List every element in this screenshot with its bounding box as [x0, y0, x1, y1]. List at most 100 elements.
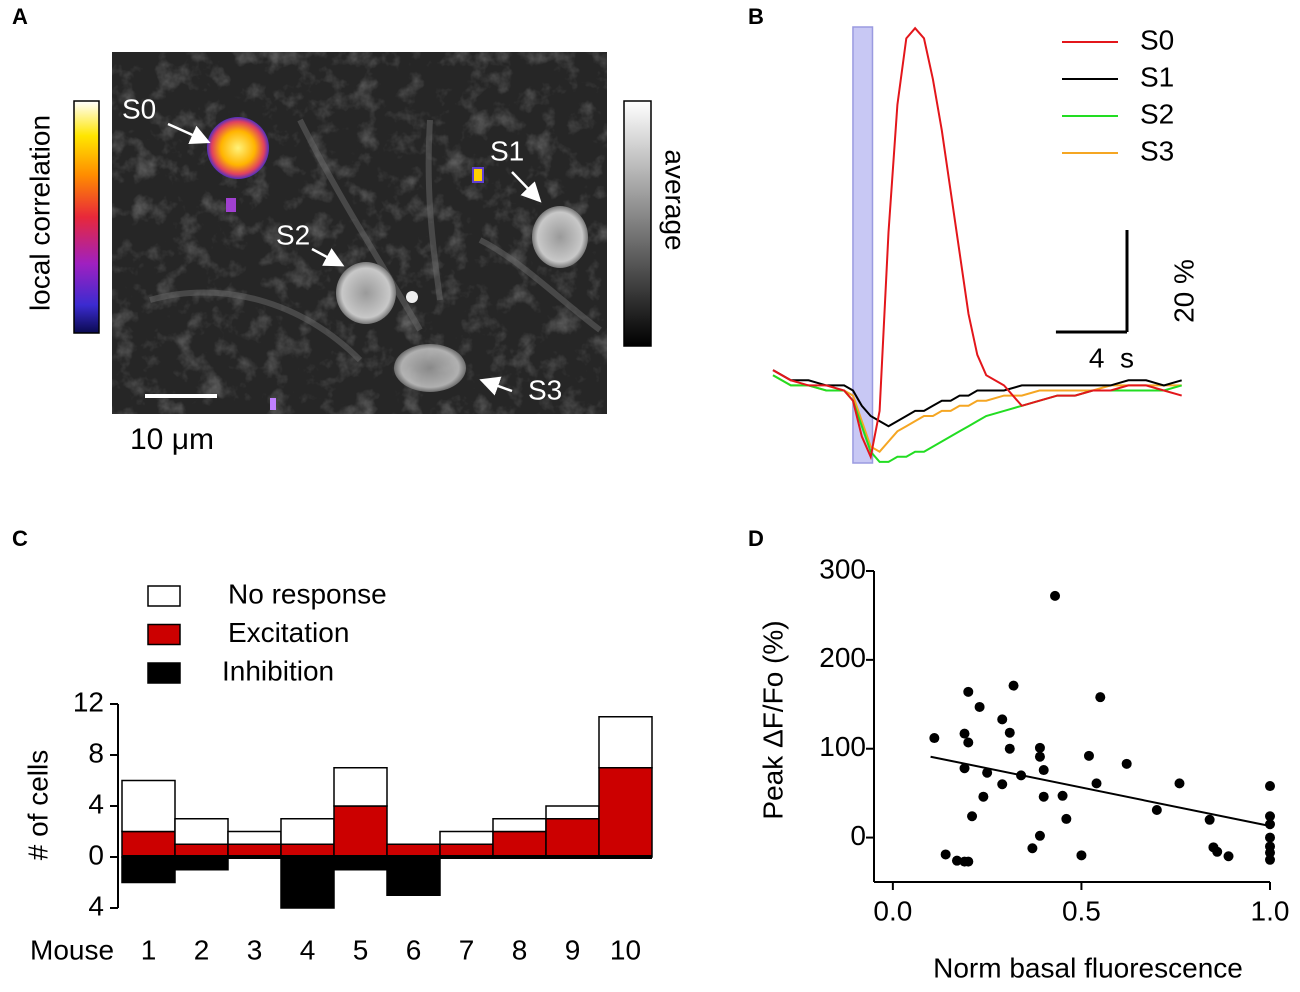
y-tick-label: 8 — [88, 737, 104, 768]
arrow — [511, 171, 542, 203]
panel-letter: A — [12, 4, 28, 29]
legend-swatch — [147, 662, 181, 684]
x-tick-label: 4 — [300, 934, 316, 965]
y-tick-label: 200 — [819, 642, 866, 673]
colorbar — [73, 100, 100, 334]
point — [1027, 843, 1038, 854]
point — [951, 855, 962, 866]
point — [1034, 742, 1045, 753]
point — [1212, 846, 1223, 857]
x-tick-label: 0.0 — [873, 895, 912, 926]
legend-label: S1 — [1140, 61, 1174, 92]
point — [1091, 778, 1102, 789]
point — [1265, 847, 1275, 858]
fit-line — [930, 755, 1271, 827]
colorbar — [623, 100, 652, 347]
cell-s2 — [336, 262, 396, 324]
y-tick-label: 0 — [88, 839, 104, 870]
arrow — [479, 376, 513, 396]
panel-letter: C — [12, 526, 28, 551]
point — [1004, 727, 1015, 738]
point — [963, 856, 974, 867]
bar-segment — [333, 767, 388, 807]
panel-letter: D — [748, 526, 764, 551]
x-tick-label: 5 — [353, 934, 369, 965]
point — [1265, 811, 1275, 822]
legend-swatch — [147, 585, 181, 607]
point — [1083, 750, 1094, 761]
cell-s3 — [394, 344, 466, 392]
bar-segment — [598, 767, 653, 858]
bar-segment — [492, 830, 547, 858]
point — [1121, 758, 1132, 769]
point — [1076, 850, 1087, 861]
cell-label: S1 — [490, 135, 524, 166]
point — [1004, 743, 1015, 754]
legend-label: No response — [228, 578, 387, 609]
colorbar-label: local correlation — [24, 115, 55, 311]
y-tick-label: 100 — [819, 731, 866, 762]
point — [959, 763, 970, 774]
trace — [772, 26, 1182, 461]
point — [1061, 813, 1072, 824]
point — [959, 728, 970, 739]
point — [997, 779, 1008, 790]
point — [1223, 851, 1234, 862]
x-tick-label: 8 — [512, 934, 528, 965]
point — [1151, 805, 1162, 816]
point — [963, 737, 974, 748]
processes — [149, 118, 602, 363]
bar-segment — [333, 805, 388, 858]
bar-segment — [439, 830, 494, 845]
point — [1057, 790, 1068, 801]
scale-label: 20 % — [1168, 259, 1199, 323]
x-tick-label: 0.5 — [1062, 895, 1101, 926]
legend-label: Inhibition — [222, 655, 334, 686]
point — [1204, 814, 1215, 825]
bar-segment — [227, 830, 282, 845]
y-axis-label: # of cells — [22, 750, 53, 861]
y-tick-label: 0 — [850, 820, 866, 851]
legend-label: S0 — [1140, 24, 1174, 55]
legend-label: S2 — [1140, 98, 1174, 129]
speck — [270, 398, 276, 410]
bar-segment — [386, 856, 441, 896]
bar-segment — [121, 830, 176, 858]
point — [963, 686, 974, 697]
legend-label: Excitation — [228, 617, 349, 648]
scale-label: 4 s — [1089, 342, 1134, 373]
point — [929, 733, 940, 744]
scale-label: 10 μm — [130, 423, 214, 456]
bar-segment — [492, 818, 547, 833]
cell-label: S2 — [276, 219, 310, 250]
panel-letter: B — [748, 4, 764, 29]
legend-swatch — [147, 623, 181, 646]
trace — [772, 369, 1182, 428]
bright-spot — [406, 291, 418, 303]
x-tick-label: 10 — [610, 934, 641, 965]
cell-s1 — [532, 206, 588, 268]
colorbar-label: average — [660, 149, 691, 250]
x-tick-label: 3 — [247, 934, 263, 965]
cell-s0 — [207, 117, 269, 179]
y-tick-label: 4 — [88, 890, 104, 921]
arrow — [311, 247, 345, 267]
point — [940, 849, 951, 860]
arrow — [167, 122, 211, 145]
bar-segment — [280, 856, 335, 909]
point — [1008, 680, 1019, 691]
point — [1038, 765, 1049, 776]
point — [982, 767, 993, 778]
micrograph: S0 S1 S2 S3 local correlation average 10… — [24, 52, 691, 456]
x-tick-label: 9 — [565, 934, 581, 965]
cell-label: S3 — [528, 374, 562, 405]
y-axis-label: Peak ΔF/Fo (%) — [757, 620, 788, 819]
point — [974, 701, 985, 712]
y-tick-label: 12 — [73, 686, 104, 717]
x-tick-label: 1 — [141, 934, 157, 965]
stimulus — [852, 26, 874, 464]
cell-label: S0 — [122, 93, 156, 124]
bar-segment — [121, 779, 176, 833]
point — [1095, 692, 1106, 703]
